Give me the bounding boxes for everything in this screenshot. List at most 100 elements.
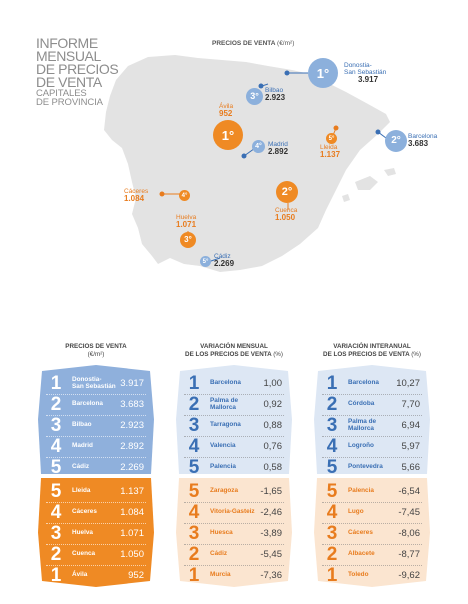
title-line: DE VENTA: [36, 74, 102, 90]
city-name: Toledo: [348, 571, 369, 579]
col2-heading: VARIACIÓN MENSUAL DE LOS PRECIOS DE VENT…: [176, 343, 292, 358]
city-name: Barcelona: [72, 400, 103, 408]
row-separator: [184, 457, 284, 458]
rank-number: 3: [188, 414, 200, 436]
city-name: Cáceres: [72, 508, 97, 516]
table3-bottom-panel: 5 Palencia -6,54 4 Lugo -7,45 3 Cáceres -8,06 2 Al…: [314, 478, 430, 587]
row-separator: [184, 394, 284, 395]
row-value: 1,00: [263, 378, 283, 389]
row-value: 5,97: [401, 441, 421, 452]
report-title: INFORME MENSUAL DE PRECIOS DE VENTA CAPI…: [36, 35, 176, 107]
table-row: 5 Palencia 0,58: [176, 457, 292, 478]
city-value: 1.071: [176, 220, 197, 229]
col3-heading-text2: DE LOS PRECIOS DE VENTA: [323, 350, 410, 358]
city-name: Córdoba: [348, 400, 375, 408]
row-value: -1,65: [260, 486, 282, 497]
row-value: 6,94: [401, 420, 421, 431]
table-row: 2 Cuenca 1.050: [38, 544, 154, 565]
table-row: 2 Cádiz -5,45: [176, 544, 292, 565]
city-name: Bilbao: [72, 421, 92, 429]
row-value: -7,36: [260, 570, 282, 581]
row-value: 5,66: [401, 462, 421, 473]
dot-barcelona: [375, 129, 381, 135]
row-value: 1.071: [120, 528, 144, 539]
row-value: 2.923: [120, 420, 144, 431]
table-row: 1 Toledo -9,62: [314, 565, 430, 586]
city-name: Donostia-: [344, 62, 372, 69]
row-value: 3.683: [120, 399, 144, 410]
row-separator: [46, 502, 146, 503]
col1-heading-text: PRECIOS DE VENTA: [65, 343, 127, 350]
map-heading-text: PRECIOS DE VENTA: [212, 40, 276, 47]
table-row: 3 Tarragona 0,88: [176, 415, 292, 436]
row-separator: [322, 394, 422, 395]
rank-number: 4: [326, 435, 338, 457]
city-label-cadiz: Cádiz 2.269: [214, 253, 234, 268]
row-separator: [322, 523, 422, 524]
dot-lleida: [333, 125, 339, 131]
city-name: Cáceres: [348, 529, 373, 537]
rank-number: 3: [326, 522, 338, 544]
row-value: -8,06: [398, 528, 420, 539]
city-name: Vitoria-Gasteiz: [210, 508, 255, 516]
panel-shape: [176, 365, 292, 474]
table-row: 1 Murcia -7,36: [176, 565, 292, 586]
panel-shape: [314, 365, 430, 474]
table-row: 5 Pontevedra 5,66: [314, 457, 430, 478]
city-name: Huelva: [176, 214, 197, 221]
table-row: 1 Barcelona 10,27: [314, 373, 430, 394]
rank-number: 2: [326, 393, 338, 415]
city-value: 1.084: [124, 194, 145, 203]
city-name: Palma de Mallorca: [210, 397, 239, 411]
rank-number: 3: [188, 522, 200, 544]
rank-circle-bilbao: 3°: [246, 88, 263, 105]
city-name: Lleida: [72, 487, 91, 495]
panel-shape: [38, 478, 154, 587]
row-separator: [46, 436, 146, 437]
table-row: 1 Ávila 952: [38, 565, 154, 586]
row-value: -3,89: [260, 528, 282, 539]
row-value: -9,62: [398, 570, 420, 581]
city-value: 1.050: [275, 213, 296, 222]
row-separator: [322, 544, 422, 545]
row-value: 7,70: [401, 399, 421, 410]
title-line: MENSUAL: [36, 48, 101, 64]
city-name: Cádiz: [214, 253, 231, 260]
city-value: 3.683: [408, 139, 429, 148]
panel-shape: [176, 478, 292, 587]
dot-madrid: [241, 153, 247, 159]
row-value: 952: [128, 570, 144, 581]
row-separator: [184, 436, 284, 437]
city-name: Huesca: [210, 529, 233, 537]
col2-heading-unit: (%): [273, 350, 283, 358]
row-separator: [46, 565, 146, 566]
city-value: 2.923: [265, 93, 286, 102]
row-value: 10,27: [396, 378, 420, 389]
row-separator: [184, 415, 284, 416]
table-row: 4 Logroño 5,97: [314, 436, 430, 457]
row-separator: [322, 565, 422, 566]
table2-top-panel: 1 Barcelona 1,00 2 Palma de Mallorca 0,92 3 Tarr…: [176, 365, 292, 478]
row-value: -8,77: [398, 549, 420, 560]
panel-background: [176, 478, 292, 587]
table-row: 4 Lugo -7,45: [314, 502, 430, 523]
balearic-islands: [342, 168, 396, 202]
row-value: -2,46: [260, 507, 282, 518]
panel-background: [176, 365, 292, 474]
row-value: 1.084: [120, 507, 144, 518]
rank-number: 1: [326, 564, 338, 586]
rank-number: 4: [50, 501, 62, 523]
map-heading-unit: (€/m²): [277, 40, 295, 47]
row-value: 1.137: [120, 486, 144, 497]
row-separator: [322, 436, 422, 437]
col2-heading-text: VARIACIÓN MENSUAL: [200, 343, 268, 350]
table3-top-panel: 1 Barcelona 10,27 2 Córdoba 7,70 3 Palma de Mall…: [314, 365, 430, 478]
city-name: Cádiz: [210, 550, 228, 558]
table-row: 4 Vitoria-Gasteiz -2,46: [176, 502, 292, 523]
dot-donostia: [284, 70, 290, 76]
city-label-bilbao: Bilbao 2.923: [265, 87, 286, 102]
title-line: INFORME: [36, 35, 98, 51]
city-name: Lugo: [348, 508, 364, 516]
subtitle-line: CAPITALES: [36, 88, 87, 99]
rank-circle-cuenca: 2°: [276, 181, 298, 203]
